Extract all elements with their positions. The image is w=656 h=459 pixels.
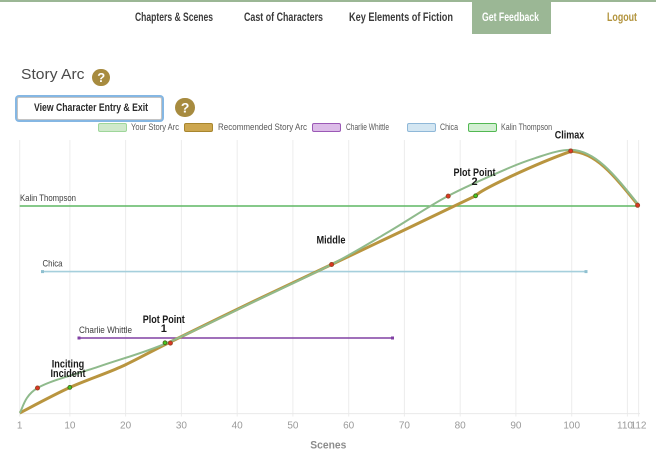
- svg-text:Story Arc: Story Arc: [21, 67, 85, 83]
- svg-text:Recommended Story Arc: Recommended Story Arc: [218, 122, 307, 132]
- svg-text:50: 50: [287, 421, 299, 432]
- svg-text:Scenes: Scenes: [310, 440, 346, 452]
- svg-text:?: ?: [181, 100, 190, 116]
- svg-text:Climax: Climax: [555, 130, 585, 142]
- svg-text:40: 40: [232, 421, 244, 432]
- svg-text:70: 70: [399, 421, 411, 432]
- svg-text:?: ?: [97, 70, 105, 85]
- svg-text:110: 110: [617, 421, 633, 432]
- svg-text:1: 1: [17, 421, 23, 432]
- svg-text:30: 30: [176, 421, 188, 432]
- svg-text:Charlie Whittle: Charlie Whittle: [346, 122, 389, 132]
- svg-text:60: 60: [343, 421, 355, 432]
- svg-text:Your Story Arc: Your Story Arc: [131, 122, 179, 132]
- svg-text:Plot Point: Plot Point: [454, 167, 496, 179]
- svg-text:2: 2: [471, 176, 477, 188]
- svg-text:Cast of Characters: Cast of Characters: [244, 12, 323, 24]
- svg-text:Key Elements of Fiction: Key Elements of Fiction: [349, 12, 453, 24]
- svg-text:View Character Entry & Exit: View Character Entry & Exit: [34, 102, 148, 114]
- svg-text:Inciting: Inciting: [52, 359, 85, 371]
- svg-text:Middle: Middle: [317, 235, 346, 247]
- svg-text:20: 20: [120, 421, 132, 432]
- svg-text:Get Feedback: Get Feedback: [482, 12, 539, 24]
- svg-text:Chica: Chica: [43, 259, 64, 270]
- svg-text:Chica: Chica: [440, 122, 458, 132]
- svg-text:Plot Point: Plot Point: [143, 314, 185, 326]
- svg-text:Incident: Incident: [51, 368, 86, 380]
- svg-text:Chapters & Scenes: Chapters & Scenes: [135, 12, 213, 24]
- svg-text:10: 10: [64, 421, 76, 432]
- svg-text:1: 1: [161, 323, 167, 335]
- svg-text:112: 112: [631, 421, 647, 432]
- svg-text:Kalin Thompson: Kalin Thompson: [501, 122, 552, 132]
- svg-text:Charlie Whittle: Charlie Whittle: [79, 325, 132, 336]
- svg-text:Kalin Thompson: Kalin Thompson: [20, 193, 76, 204]
- svg-text:100: 100: [563, 421, 580, 432]
- svg-text:90: 90: [510, 421, 522, 432]
- svg-text:80: 80: [455, 421, 467, 432]
- svg-text:Logout: Logout: [607, 12, 637, 24]
